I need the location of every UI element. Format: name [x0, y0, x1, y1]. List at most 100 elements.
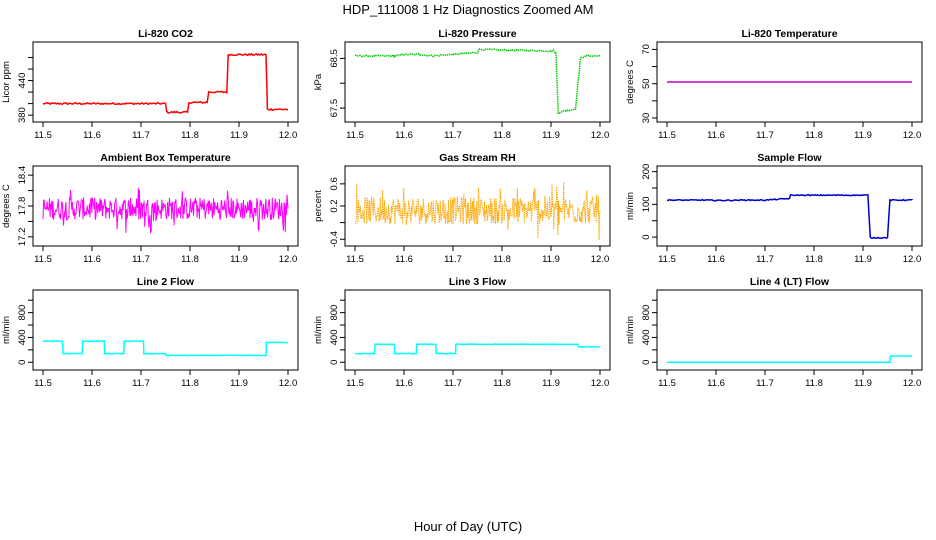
x-tick-label: 12.0	[279, 378, 298, 389]
x-tick-label: 11.8	[805, 254, 823, 265]
series-line	[355, 182, 601, 241]
x-tick-label: 11.5	[658, 130, 676, 141]
y-tick-label: 0	[641, 234, 652, 239]
x-tick-label: 11.9	[542, 130, 560, 141]
y-tick-label: 67.5	[329, 99, 340, 118]
y-tick-label: 0.6	[329, 177, 340, 190]
y-tick-label: 400	[641, 330, 652, 346]
panel-title: Li-820 Pressure	[438, 28, 516, 40]
y-axis-label: ml/min	[313, 316, 324, 344]
series-line	[667, 355, 912, 364]
y-tick-label: 18.4	[17, 166, 28, 185]
y-tick-label: 0.2	[329, 199, 340, 212]
y-tick-label: 17.2	[17, 228, 28, 247]
y-tick-label: 800	[329, 305, 340, 321]
x-tick-label: 11.7	[444, 254, 462, 265]
plot-frame	[344, 41, 611, 123]
x-tick-label: 11.6	[707, 254, 725, 265]
y-tick-label: 30	[641, 113, 652, 124]
x-tick-label: 11.6	[395, 130, 413, 141]
y-tick-label: 400	[329, 330, 340, 346]
x-tick-label: 11.8	[493, 378, 511, 389]
figure-title: HDP_111008 1 Hz Diagnostics Zoomed AM	[343, 2, 594, 17]
y-tick-label: 17.8	[17, 197, 28, 216]
x-tick-label: 11.7	[444, 130, 462, 141]
series-line	[42, 187, 289, 234]
x-tick-label: 11.5	[34, 130, 52, 141]
x-tick-label: 11.6	[83, 130, 101, 141]
x-tick-label: 11.7	[756, 378, 774, 389]
panel-title: Line 4 (LT) Flow	[750, 276, 830, 288]
x-tick-label: 11.5	[34, 254, 52, 265]
x-axis-label: Hour of Day (UTC)	[414, 519, 522, 534]
series-line	[42, 339, 289, 357]
y-tick-label: -0.4	[329, 231, 340, 247]
y-axis-label: degrees C	[1, 184, 12, 228]
x-tick-label: 11.7	[132, 130, 150, 141]
x-tick-label: 11.8	[805, 378, 823, 389]
x-tick-label: 12.0	[591, 254, 610, 265]
x-tick-label: 11.5	[346, 254, 364, 265]
y-axis-label: ml/min	[625, 192, 636, 220]
x-tick-label: 11.6	[83, 378, 101, 389]
series-line	[666, 193, 913, 240]
x-tick-label: 11.7	[132, 378, 150, 389]
x-tick-label: 11.9	[854, 254, 872, 265]
panels: Li-820 CO2 Licor ppm 380 440 11.5 11.6 11.7 11.…	[1, 28, 923, 389]
panel-7: Line 2 Flow ml/min 0 400 800 11.5 11.6 11.7 11.8…	[1, 276, 299, 389]
panel-title: Ambient Box Temperature	[100, 152, 231, 164]
panel-9: Line 4 (LT) Flow ml/min 0 400 800 11.5 11.6 11.…	[625, 276, 923, 389]
x-tick-label: 12.0	[903, 254, 922, 265]
x-tick-label: 11.7	[444, 378, 462, 389]
x-tick-label: 11.8	[805, 130, 823, 141]
x-tick-label: 12.0	[279, 130, 298, 141]
series-line	[355, 48, 601, 115]
y-tick-label: 0	[17, 360, 28, 365]
x-tick-label: 11.9	[854, 378, 872, 389]
y-axis-label: kPa	[313, 73, 324, 90]
panel-title: Li-820 CO2	[138, 28, 193, 40]
x-tick-label: 11.7	[756, 254, 774, 265]
x-tick-label: 11.5	[658, 378, 676, 389]
plot-frame	[32, 289, 299, 371]
panel-2: Li-820 Pressure kPa 67.5 68.5 11.5 11.6 11.7 11…	[313, 28, 611, 141]
plot-frame	[32, 41, 299, 123]
plot-frame	[656, 165, 923, 247]
y-tick-label: 800	[17, 305, 28, 321]
x-tick-label: 11.6	[707, 378, 725, 389]
x-tick-label: 11.9	[854, 130, 872, 141]
x-tick-label: 11.8	[493, 254, 511, 265]
x-tick-label: 12.0	[903, 130, 922, 141]
y-tick-label: 100	[641, 196, 652, 212]
y-tick-label: 68.5	[329, 49, 340, 67]
x-tick-label: 11.9	[230, 378, 248, 389]
x-tick-label: 11.8	[181, 378, 199, 389]
plot-frame	[344, 289, 611, 371]
panel-5: Gas Stream RH percent -0.4 0.2 0.6 11.5 11.6 11…	[313, 152, 611, 265]
y-axis-label: ml/min	[1, 316, 12, 344]
y-tick-label: 50	[641, 78, 652, 89]
panel-1: Li-820 CO2 Licor ppm 380 440 11.5 11.6 11.7 11.…	[1, 28, 299, 141]
y-tick-label: 0	[641, 360, 652, 365]
panel-title: Line 3 Flow	[449, 276, 507, 288]
series-line	[42, 52, 289, 114]
panel-title: Line 2 Flow	[137, 276, 195, 288]
plot-frame	[656, 41, 923, 123]
panel-6: Sample Flow ml/min 0 100 200 11.5 11.6 11.7 11.8…	[625, 152, 923, 265]
y-axis-label: ml/min	[625, 316, 636, 344]
x-tick-label: 12.0	[591, 130, 610, 141]
x-tick-label: 11.6	[83, 254, 101, 265]
x-tick-label: 12.0	[591, 378, 610, 389]
x-tick-label: 11.9	[542, 254, 560, 265]
x-tick-label: 11.9	[230, 130, 248, 141]
x-tick-label: 11.7	[756, 130, 774, 141]
x-tick-label: 11.8	[181, 130, 199, 141]
y-tick-label: 800	[641, 305, 652, 321]
y-axis-label: percent	[313, 190, 324, 222]
panel-title: Gas Stream RH	[439, 152, 515, 164]
panel-title: Li-820 Temperature	[741, 28, 837, 40]
x-tick-label: 11.5	[658, 254, 676, 265]
y-tick-label: 440	[17, 73, 28, 89]
y-axis-label: degrees C	[625, 60, 636, 104]
